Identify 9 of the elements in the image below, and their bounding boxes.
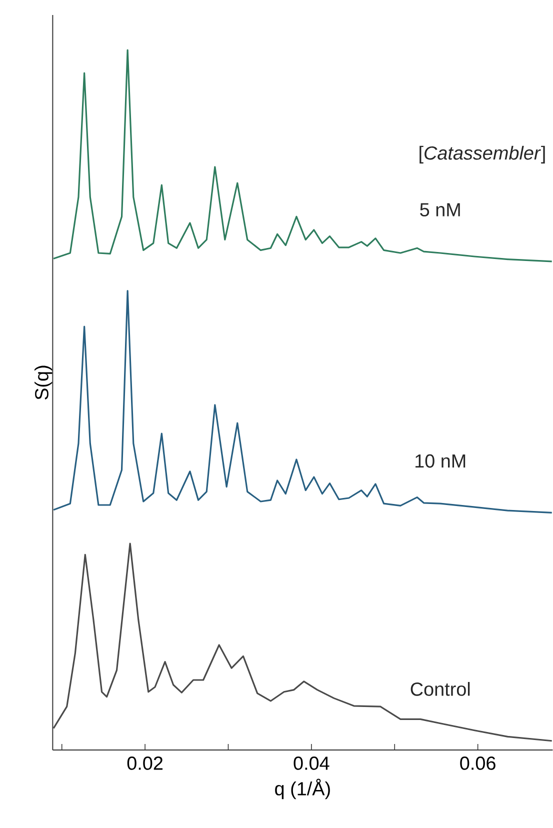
series-label: 5 nM bbox=[420, 203, 460, 216]
x-tick-label: 0.02 bbox=[127, 756, 162, 770]
y-axis-title: S(q) bbox=[34, 366, 52, 400]
x-tick-label: 0.06 bbox=[460, 756, 496, 770]
series-label: 10 nM bbox=[415, 454, 466, 468]
x-axis-title: q (1/Å) bbox=[275, 778, 330, 800]
x-tick-label: 0.04 bbox=[294, 756, 330, 770]
annotation: [Catassembler] bbox=[420, 146, 545, 164]
series-label: Control bbox=[410, 682, 470, 696]
